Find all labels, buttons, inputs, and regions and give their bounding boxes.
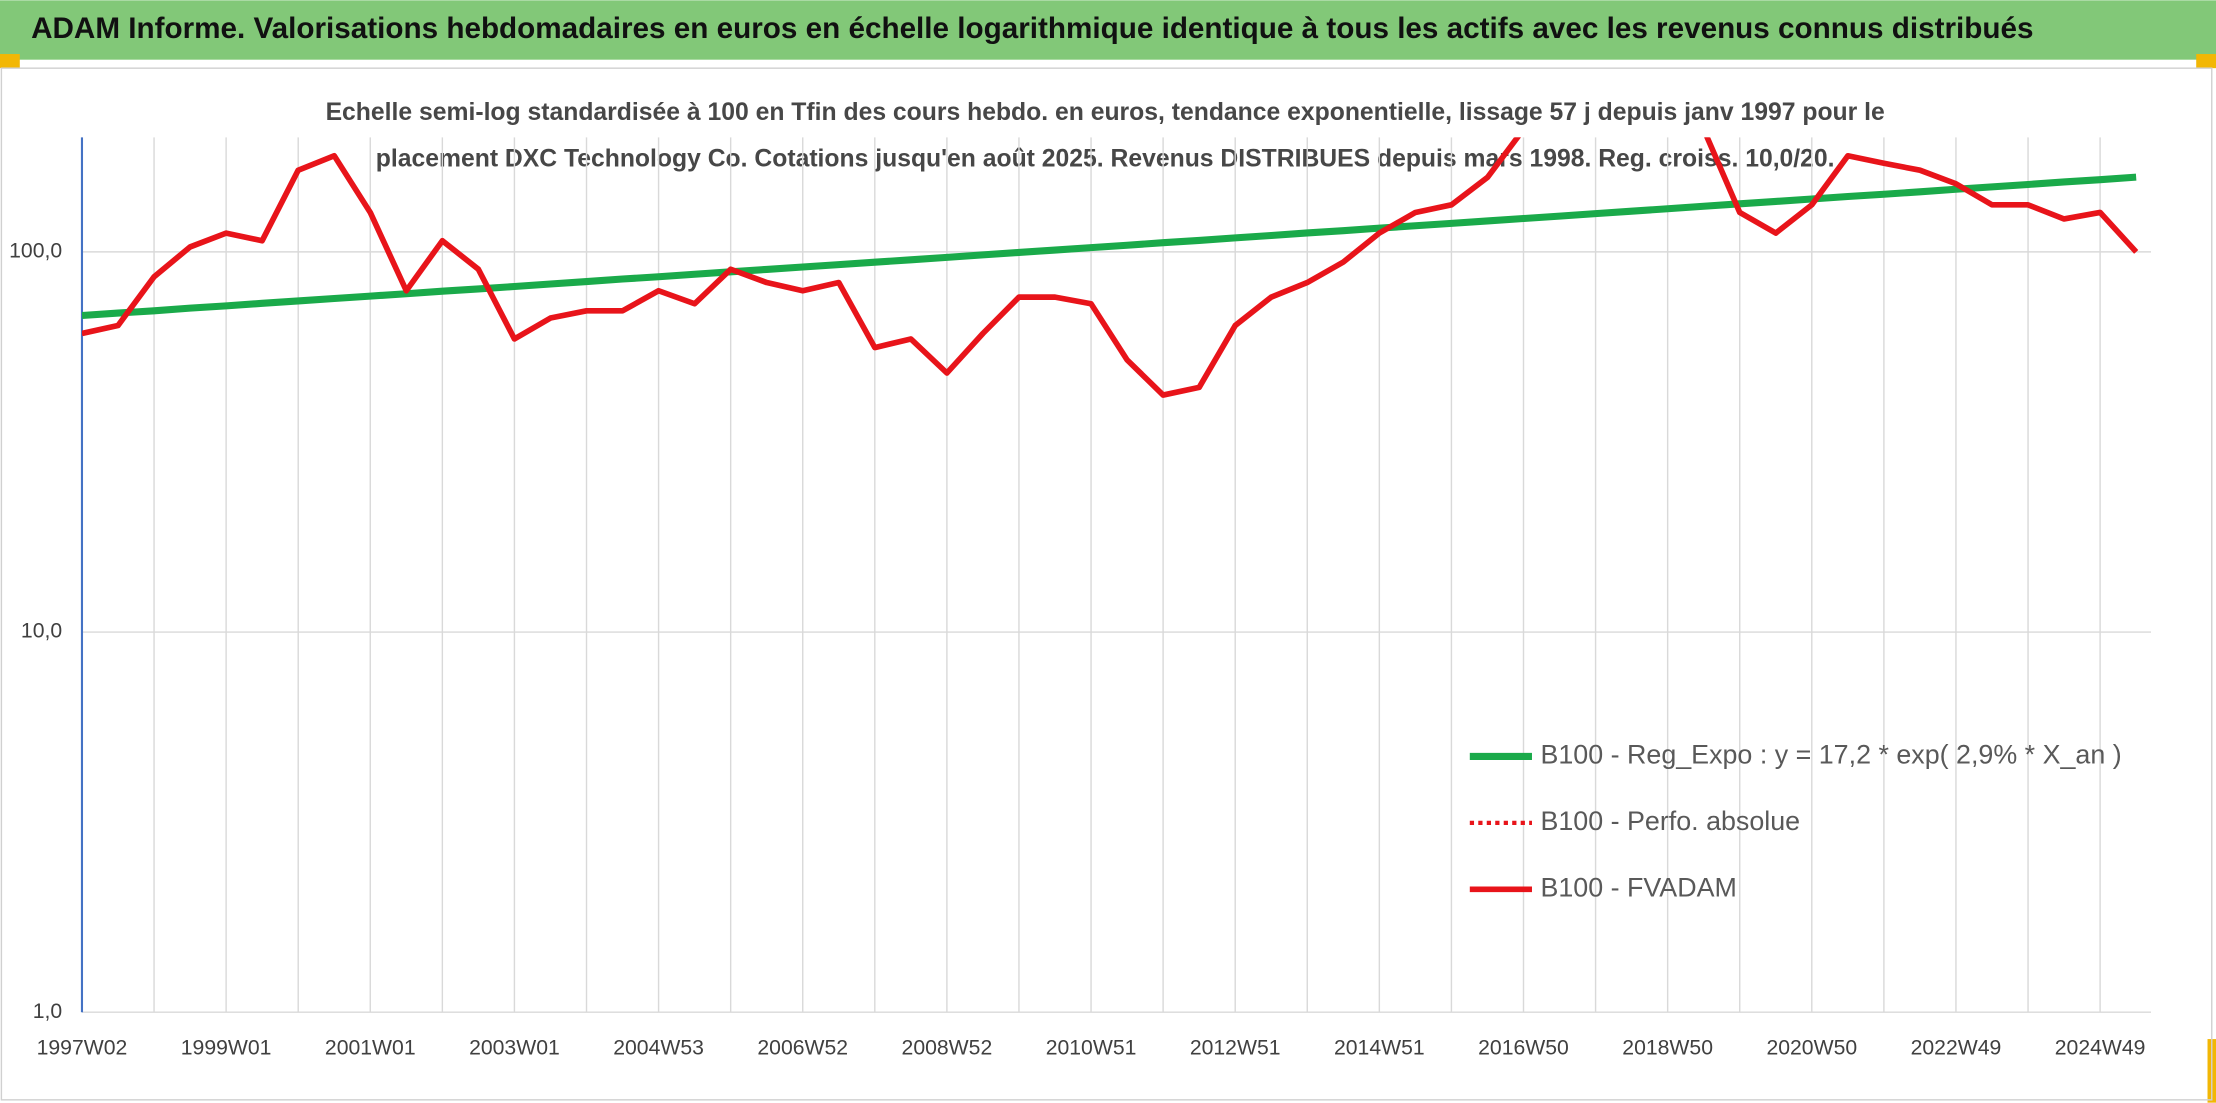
- x-tick-label: 2022W49: [1911, 1037, 2002, 1060]
- legend-label: B100 - Perfo. absolue: [1540, 806, 1800, 836]
- series-line: [81, 137, 2139, 398]
- x-tick-label: 1999W01: [181, 1037, 272, 1060]
- corner-mark: [2196, 54, 2216, 69]
- x-tick-label: 2006W52: [757, 1037, 848, 1060]
- y-tick-label: 100,0: [9, 239, 62, 262]
- corner-mark: [0, 54, 20, 69]
- x-tick-label: 2012W51: [1190, 1037, 1281, 1060]
- series-line: [81, 173, 2137, 320]
- header-bar: [0, 0, 2216, 60]
- chart-title: ADAM Informe. Valorisations hebdomadaire…: [31, 12, 2033, 45]
- chart-subtitle: Echelle semi-log standardisée à 100 en T…: [326, 99, 1885, 126]
- chart-subtitle: placement DXC Technology Co. Cotations j…: [376, 146, 1835, 173]
- x-tick-label: 2010W51: [1046, 1037, 1137, 1060]
- y-tick-label: 10,0: [21, 620, 62, 643]
- x-tick-label: 2003W01: [469, 1037, 560, 1060]
- legend-label: B100 - FVADAM: [1540, 872, 1736, 902]
- plot-area: [81, 137, 2139, 398]
- x-tick-label: 2001W01: [325, 1037, 416, 1060]
- x-tick-label: 2004W53: [613, 1037, 704, 1060]
- x-tick-label: 2008W52: [902, 1037, 993, 1060]
- chart-border: [0, 67, 2213, 1101]
- x-tick-label: 2020W50: [1766, 1037, 1857, 1060]
- x-tick-label: 2024W49: [2055, 1037, 2146, 1060]
- x-tick-label: 2014W51: [1334, 1037, 1425, 1060]
- x-tick-label: 2018W50: [1622, 1037, 1713, 1060]
- x-tick-label: 1997W02: [37, 1037, 128, 1060]
- legend-label: B100 - Reg_Expo : y = 17,2 * exp( 2,9% *…: [1540, 740, 2121, 770]
- x-tick-label: 2016W50: [1478, 1037, 1569, 1060]
- y-tick-label: 1,0: [33, 1000, 62, 1023]
